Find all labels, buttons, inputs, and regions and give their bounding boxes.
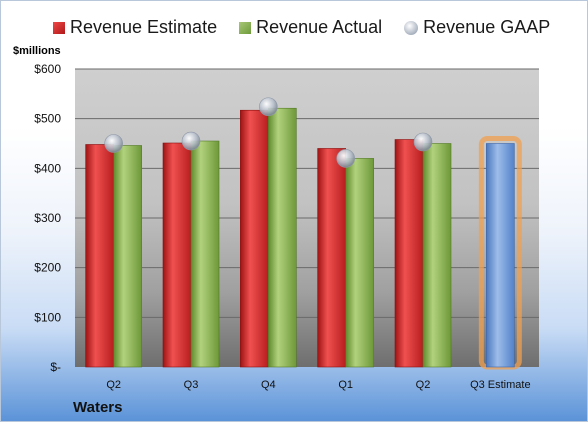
x-tick-label: Q2 xyxy=(106,379,121,391)
x-tick-label: Q3 Estimate xyxy=(470,379,531,391)
y-axis-unit-label: $millions xyxy=(13,45,61,57)
bar-revenue-estimate xyxy=(85,144,114,368)
bar-revenue-actual xyxy=(345,158,374,368)
legend-label-gaap: Revenue GAAP xyxy=(423,17,551,37)
bar-revenue-actual xyxy=(190,140,220,368)
x-axis-ticks: Q2 Q3 Q4 Q1 Q2 Q3 Estimate xyxy=(106,379,530,391)
x-tick-label: Q4 xyxy=(261,379,276,391)
marker-revenue-gaap xyxy=(413,132,433,152)
bar-revenue-estimate xyxy=(317,148,346,368)
legend-swatch-gaap xyxy=(404,20,419,35)
bar-revenue-estimate xyxy=(240,109,269,368)
legend-label-actual: Revenue Actual xyxy=(256,17,383,37)
y-tick-label: $500 xyxy=(34,112,61,126)
y-tick-label: $100 xyxy=(34,310,61,324)
legend-item-estimate: Revenue Estimate xyxy=(53,17,217,38)
legend-item-gaap: Revenue GAAP xyxy=(404,17,550,38)
gridlines xyxy=(75,68,539,318)
y-tick-label: $200 xyxy=(34,261,61,275)
legend-swatch-actual xyxy=(239,21,252,34)
bars xyxy=(85,107,522,370)
bar-revenue-estimate xyxy=(394,139,424,368)
x-tick-label: Q3 xyxy=(184,379,199,391)
bar-revenue-estimate xyxy=(162,142,192,368)
y-tick-label: $400 xyxy=(34,161,61,175)
x-tick-label: Q2 xyxy=(416,379,431,391)
x-tick-label: Q1 xyxy=(338,379,353,391)
bar-revenue-actual xyxy=(422,143,452,368)
legend-label-estimate: Revenue Estimate xyxy=(70,17,218,37)
y-tick-label: $- xyxy=(50,360,61,374)
y-tick-label: $300 xyxy=(34,211,61,225)
y-tick-label: $600 xyxy=(34,62,61,76)
y-axis-ticks: $- $100 $200 $300 $400 $500 $600 xyxy=(34,62,61,374)
legend-item-actual: Revenue Actual xyxy=(239,17,382,38)
marker-revenue-gaap xyxy=(259,97,278,117)
marker-revenue-gaap xyxy=(181,131,201,151)
bar-q3-estimate xyxy=(486,143,515,368)
company-name: Waters xyxy=(73,399,123,416)
legend-swatch-estimate xyxy=(53,21,65,34)
legend: Revenue Estimate Revenue Actual Revenue … xyxy=(53,17,572,38)
bar-revenue-actual xyxy=(113,145,142,368)
gaap-markers xyxy=(104,97,433,168)
marker-revenue-gaap xyxy=(336,149,355,168)
marker-revenue-gaap xyxy=(104,134,123,153)
bar-revenue-actual xyxy=(268,107,297,368)
